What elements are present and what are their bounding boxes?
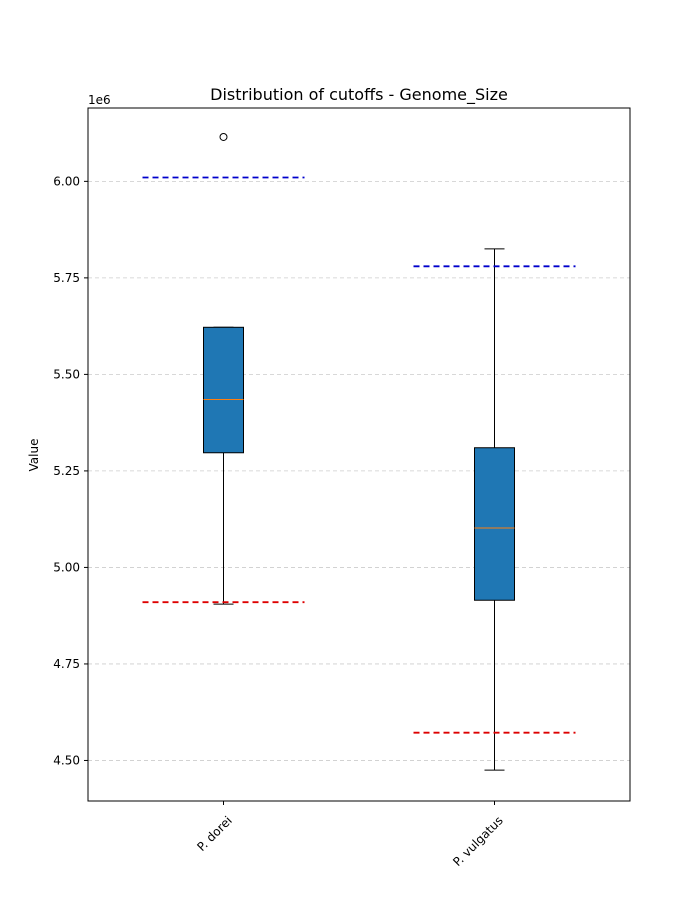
y-tick-label: 5.00 [53, 560, 80, 574]
plot-frame [87, 107, 631, 802]
box-iqr [203, 326, 244, 454]
y-tick-label: 4.50 [53, 753, 80, 767]
y-tick-label: 5.50 [53, 367, 80, 381]
y-tick-label: 5.75 [53, 271, 80, 285]
box-group [413, 248, 576, 771]
y-tick-label: 4.75 [53, 657, 80, 671]
grid-lines [88, 180, 630, 761]
y-tick-label: 6.00 [53, 174, 80, 188]
outlier-point [219, 132, 228, 141]
y-axis-label: Value [27, 439, 41, 472]
box-group [142, 132, 305, 605]
chart-title: Distribution of cutoffs - Genome_Size [210, 85, 508, 105]
plot-marks [142, 132, 576, 771]
y-tick-label: 5.25 [53, 464, 80, 478]
box-iqr [474, 447, 515, 601]
y-offset-label: 1e6 [88, 93, 111, 107]
